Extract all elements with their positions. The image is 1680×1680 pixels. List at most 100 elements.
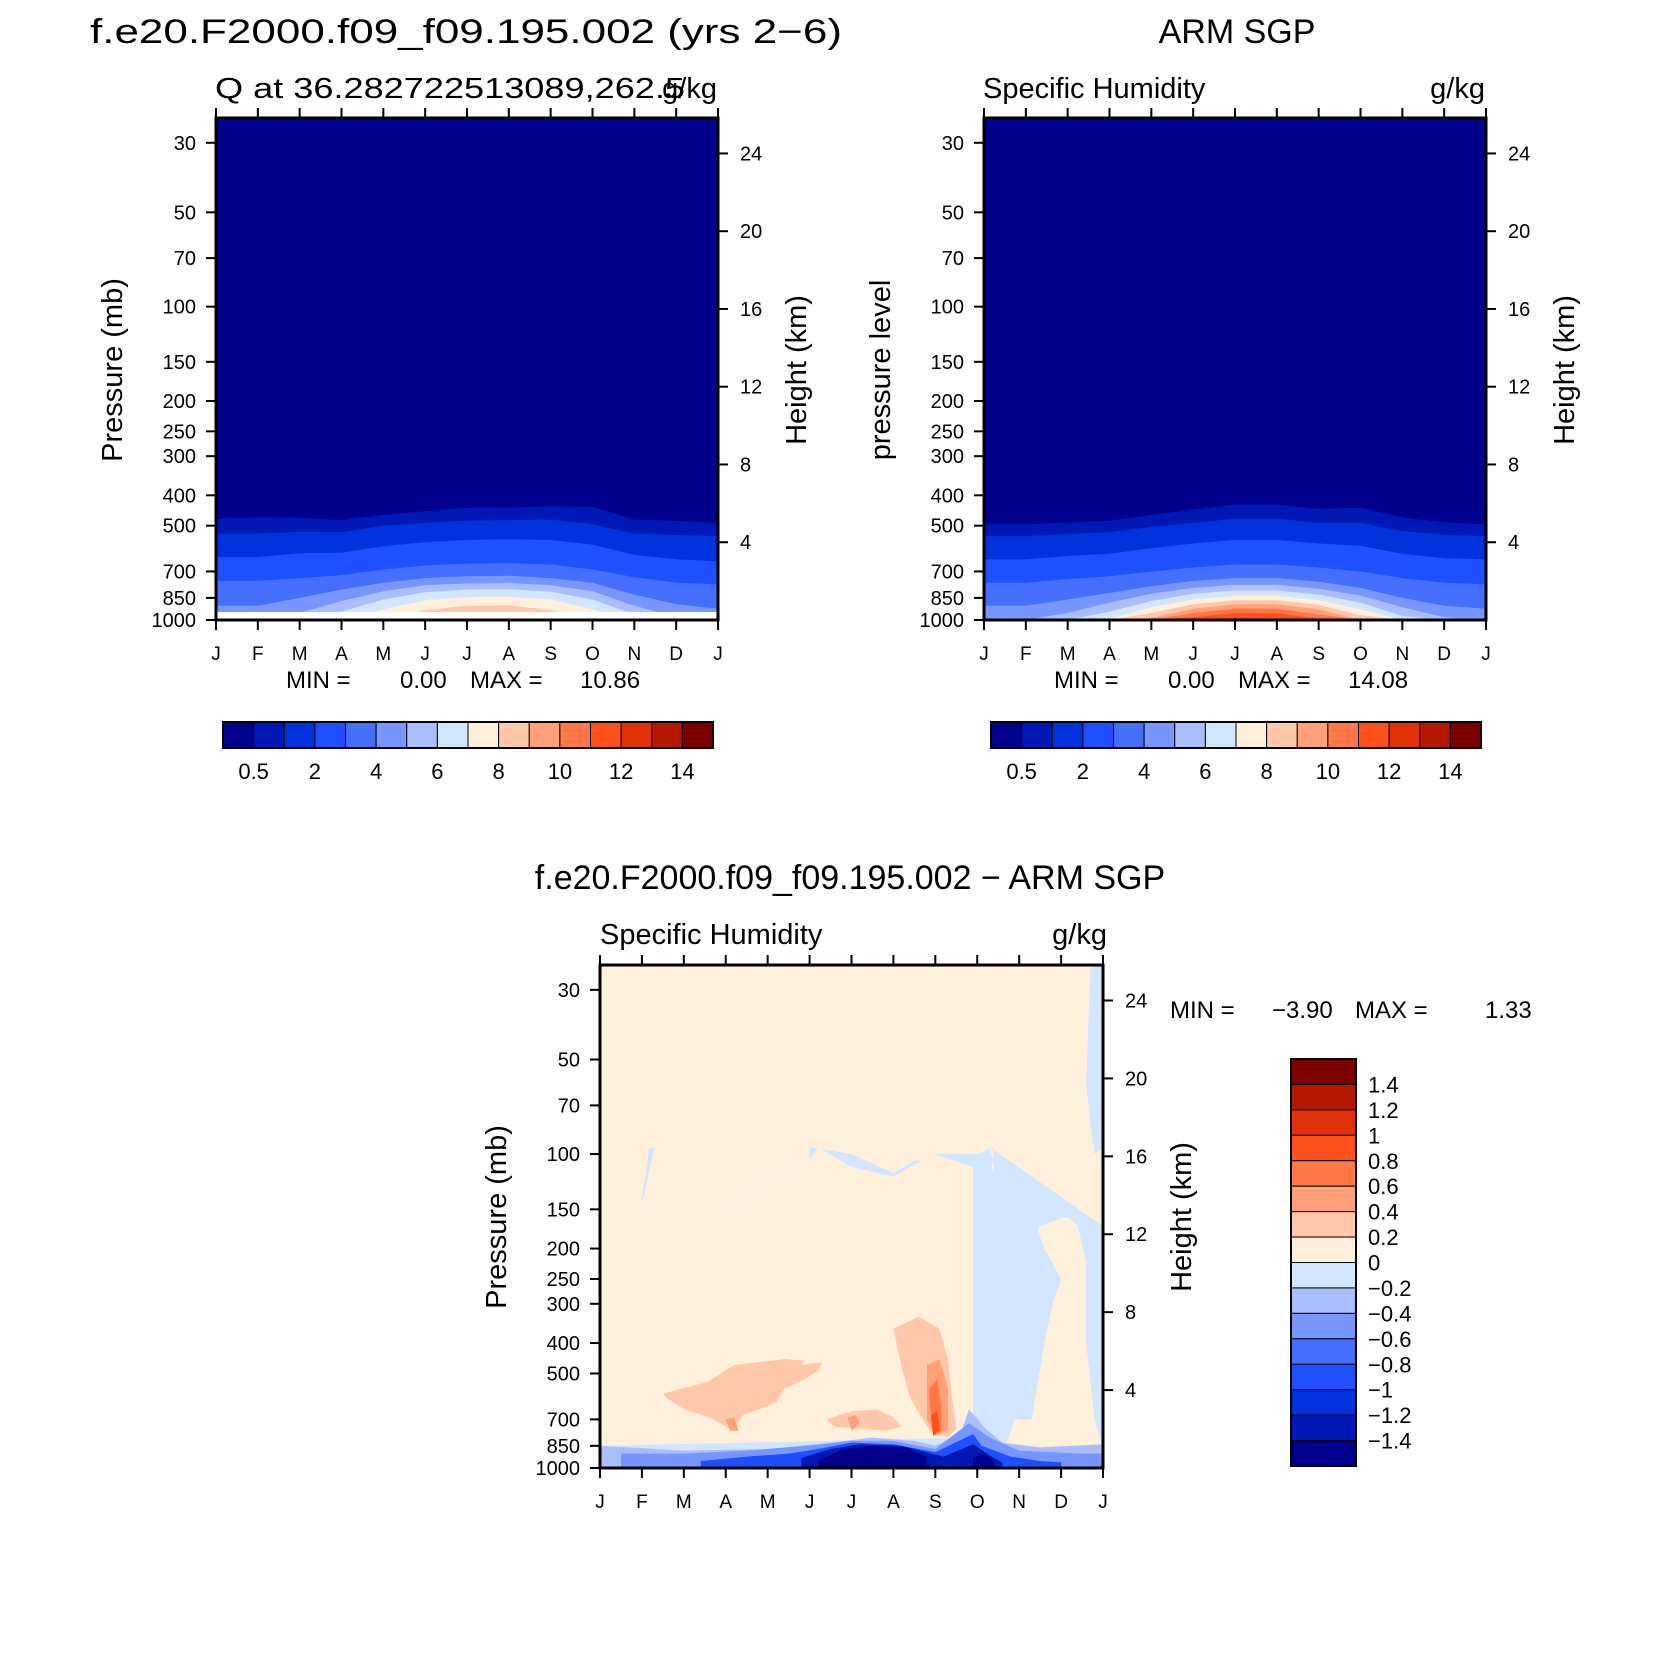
- panel-obs-plot: J F M A M J J A S O N D J 30 50 70 100 150 200 250 300 400 500…: [920, 108, 1530, 665]
- colorbar-label: 0.8: [1368, 1149, 1399, 1174]
- panel-model-plot: J F M A M J J A S O N D J 30 50 70 100 150 200 250 300 400 500…: [152, 108, 762, 665]
- y-tick-label: 400: [931, 485, 964, 507]
- x-tick-label: A: [335, 644, 348, 665]
- panel-diff-subtitle-left: Specific Humidity: [600, 919, 823, 951]
- y-tick-label: 1000: [920, 610, 965, 632]
- colorbar-swatch: [1290, 1363, 1357, 1391]
- colorbar-label: 1.2: [1368, 1098, 1399, 1123]
- x-tick-label: A: [1103, 644, 1116, 665]
- colorbar-swatch: [1235, 721, 1268, 749]
- y2-tick-label: 16: [1125, 1146, 1147, 1168]
- colorbar-swatch: [1419, 721, 1451, 749]
- y2-tick-label: 12: [1508, 377, 1530, 399]
- y2-tick-label: 4: [1125, 1380, 1136, 1402]
- panel-model-max-label: MAX =: [470, 667, 543, 694]
- y2-tick-label: 8: [1125, 1302, 1136, 1324]
- colorbar-swatch: [1290, 1414, 1357, 1442]
- panel-obs-ylabel: pressure level: [865, 280, 897, 461]
- plot-frame: [214, 116, 720, 622]
- x-tick-label: N: [627, 644, 641, 665]
- x-tick-label: J: [805, 1492, 815, 1513]
- plot-frame: [598, 963, 1105, 1470]
- panel-obs-min-label: MIN =: [1054, 667, 1119, 694]
- y-tick-label: 100: [547, 1144, 580, 1166]
- x-tick-label: A: [887, 1492, 900, 1513]
- colorbar-label: 1: [1368, 1123, 1380, 1148]
- y-tick-label: 400: [163, 485, 196, 507]
- x-tick-label: O: [585, 644, 600, 665]
- y-tick-label: 70: [558, 1095, 580, 1117]
- colorbar-swatch: [1290, 1389, 1357, 1416]
- y2-tick-label: 20: [1125, 1068, 1147, 1090]
- y-tick-label: 250: [547, 1269, 580, 1291]
- y-tick-label: 200: [931, 391, 964, 413]
- diff-band-0.4-0.6-apr: [725, 1417, 739, 1431]
- x-tick-label: F: [252, 644, 264, 665]
- x-tick-label: O: [970, 1492, 985, 1513]
- panel-model-colorbar: 0.5 2 4 6 8 10 12 14: [222, 721, 714, 784]
- panel-diff-min-value: −3.90: [1272, 997, 1333, 1024]
- panel-model-min-label: MIN =: [286, 667, 351, 694]
- y2-tick-label: 24: [1125, 990, 1147, 1012]
- panel-model-y2label: Height (km): [781, 295, 813, 445]
- colorbar-swatch: [1296, 721, 1329, 749]
- panel-model: f.e20.F2000.f09_f09.195.002 (yrs 2−6) Q …: [90, 13, 842, 784]
- colorbar-label: 2: [309, 759, 321, 784]
- y-tick-label: 850: [547, 1436, 580, 1458]
- colorbar-swatch: [406, 721, 438, 749]
- y-tick-label: 850: [931, 588, 964, 610]
- colorbar-label: −1: [1368, 1378, 1393, 1403]
- colorbar-label: 4: [1138, 759, 1150, 784]
- panel-obs-y2label: Height (km): [1549, 295, 1581, 445]
- x-tick-label: S: [1312, 644, 1325, 665]
- panel-obs-subtitle-right: g/kg: [1430, 73, 1485, 105]
- colorbar-label: 0.4: [1368, 1200, 1399, 1225]
- colorbar-swatch: [1388, 721, 1421, 749]
- diff-band-neg-column: [973, 1167, 1062, 1451]
- colorbar-swatch: [1082, 721, 1114, 749]
- panel-model-ylabel: Pressure (mb): [97, 278, 129, 462]
- panel-model-subtitle-left: Q at 36.282722513089,262.5: [215, 73, 685, 105]
- y-tick-label: 70: [174, 248, 196, 270]
- colorbar-swatch: [314, 721, 346, 749]
- x-tick-label: J: [1230, 644, 1240, 665]
- colorbar-swatch: [1113, 721, 1145, 749]
- x-tick-label: S: [544, 644, 557, 665]
- y-tick-label: 850: [163, 588, 196, 610]
- panel-obs-max-value: 14.08: [1348, 667, 1408, 694]
- panel-diff-max-label: MAX =: [1355, 997, 1428, 1024]
- y-tick-label: 700: [547, 1409, 580, 1431]
- colorbar-label: 4: [370, 759, 382, 784]
- panel-diff-max-value: 1.33: [1485, 997, 1532, 1024]
- colorbar-swatch: [253, 721, 285, 749]
- x-tick-label: J: [595, 1492, 605, 1513]
- colorbar-label: 14: [670, 759, 694, 784]
- y-tick-label: 500: [547, 1363, 580, 1385]
- panel-obs-max-label: MAX =: [1238, 667, 1311, 694]
- x-tick-label: M: [676, 1492, 692, 1513]
- y-tick-label: 200: [547, 1239, 580, 1261]
- colorbar-label: 8: [493, 759, 505, 784]
- x-tick-label: J: [1098, 1492, 1108, 1513]
- diff-band-0.8-1: [931, 1411, 940, 1436]
- x-tick-label: J: [420, 644, 430, 665]
- colorbar-label: 10: [548, 759, 572, 784]
- y-tick-label: 200: [163, 391, 196, 413]
- panel-obs: ARM SGP Specific Humidity g/kg J F M A M J J A S…: [865, 13, 1581, 784]
- colorbar-swatch: [1290, 1440, 1357, 1467]
- x-tick-label: D: [1437, 644, 1451, 665]
- diff-band-0.4-0.6-jul: [847, 1415, 860, 1431]
- x-tick-label: N: [1012, 1492, 1026, 1513]
- y-tick-label: 500: [931, 516, 964, 538]
- y2-tick-label: 16: [1508, 299, 1530, 321]
- colorbar-label: −1.2: [1368, 1403, 1411, 1428]
- colorbar-swatch: [1204, 721, 1237, 749]
- colorbar-swatch: [559, 721, 591, 749]
- y-tick-label: 30: [942, 133, 964, 155]
- panel-obs-colorbar: 0.5 2 4 6 8 10 12 14: [990, 721, 1482, 784]
- y2-tick-label: 24: [740, 143, 762, 165]
- colorbar-label: 0.5: [1006, 759, 1037, 784]
- x-tick-label: J: [462, 644, 472, 665]
- y-tick-label: 250: [931, 421, 964, 443]
- x-tick-label: J: [847, 1492, 857, 1513]
